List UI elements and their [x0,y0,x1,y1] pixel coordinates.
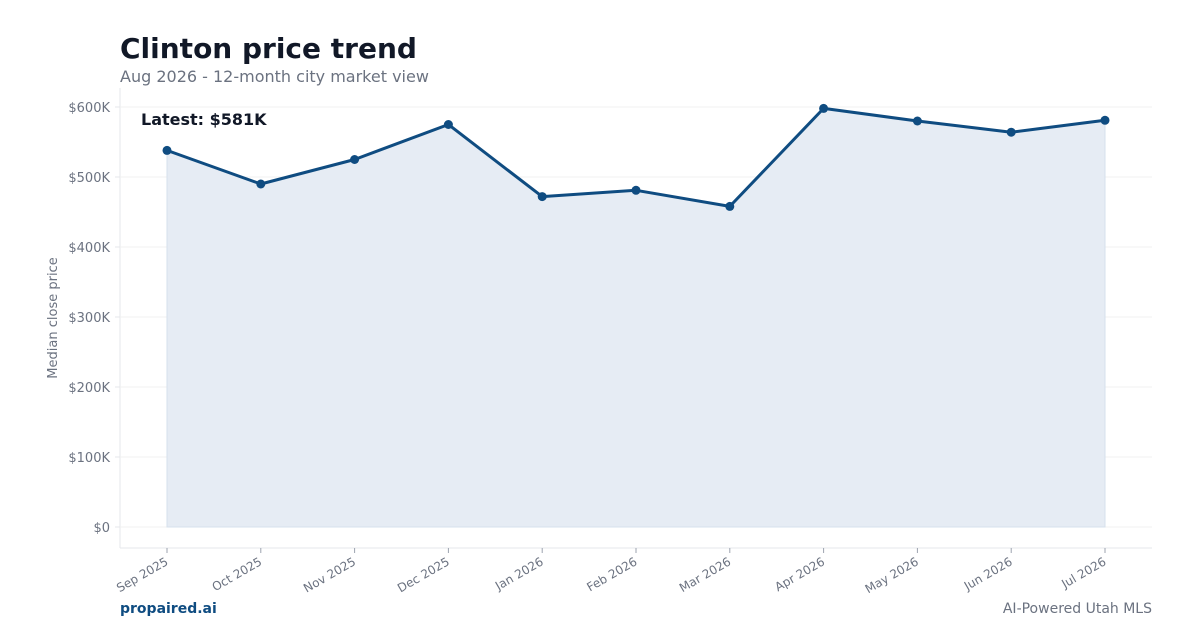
chart-title: Clinton price trend [120,32,417,65]
data-point [443,120,453,129]
x-tick-label: Jun 2026 [961,554,1015,593]
x-tick-label: Oct 2025 [210,554,265,594]
x-tick-label: Apr 2026 [772,554,827,594]
x-tick-label: Dec 2025 [395,554,452,595]
y-tick-label: $0 [93,521,110,536]
chart-subtitle: Aug 2026 - 12-month city market view [120,67,429,86]
data-point [162,145,172,155]
data-point [350,155,360,164]
data-point [912,116,922,126]
x-tick-label: May 2026 [863,554,921,596]
y-tick-label: $500K [68,171,110,186]
data-point [631,185,641,195]
x-tick-label: Sep 2025 [114,554,170,595]
y-tick-label: $600K [68,101,110,116]
data-point [1006,127,1016,137]
y-tick-label: $100K [68,451,110,466]
data-point [256,179,266,189]
x-tick-label: Jul 2026 [1058,554,1108,591]
x-tick-label: Mar 2026 [677,554,733,595]
footer-tagline: AI-Powered Utah MLS [1002,601,1152,617]
data-point [725,201,735,211]
y-axis-label: Median close price [46,257,61,378]
y-tick-label: $300K [68,311,110,326]
data-point [819,103,829,113]
y-tick-label: $200K [68,381,110,396]
brand-link[interactable]: propaired.ai [120,601,217,617]
data-point [1100,115,1110,125]
x-tick-label: Nov 2025 [301,554,358,595]
y-tick-label: $400K [68,241,110,256]
latest-annotation: Latest: $581K [141,110,267,129]
x-tick-label: Feb 2026 [584,554,639,594]
x-tick-label: Jan 2026 [492,554,546,593]
data-point [537,192,547,202]
